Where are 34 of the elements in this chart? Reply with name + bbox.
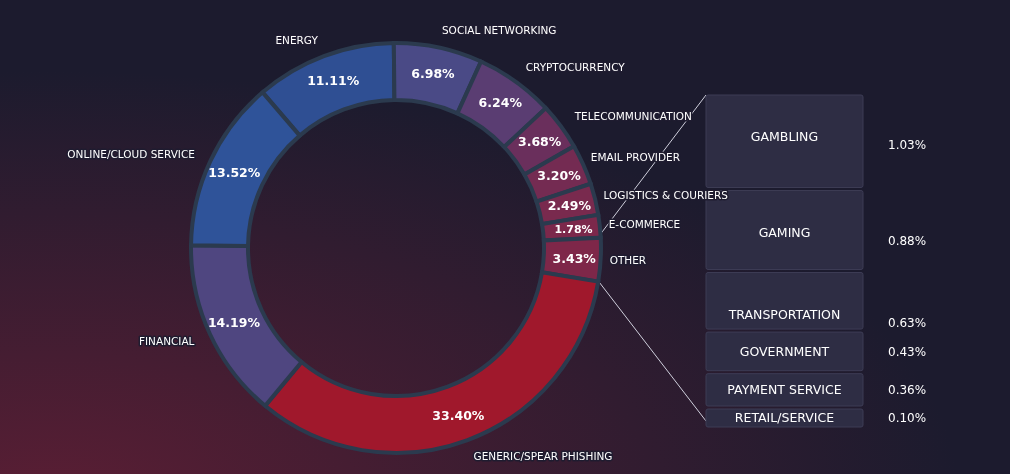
slice-label: FINANCIAL — [138, 334, 195, 347]
data-label: 6.24% — [478, 95, 523, 111]
category-label: GOVERNMENT — [739, 343, 830, 359]
category-label: TRANSPORTATION — [727, 306, 841, 322]
category-label: RETAIL/SERVICE — [734, 410, 835, 426]
data-label: 6.98% — [411, 65, 456, 81]
data-label: 33.40% — [432, 407, 485, 423]
data-label: 0.63% — [888, 315, 927, 330]
slice-label: TELECOMMUNICATION — [573, 109, 692, 122]
data-label: 0.88% — [888, 233, 927, 248]
data-label: 1.78% — [554, 222, 593, 236]
slice-label: E-COMMERCE — [608, 218, 681, 231]
slice-label: LOGISTICS & COURIERS — [603, 188, 729, 201]
data-label: 0.36% — [888, 383, 927, 398]
data-label: 11.11% — [307, 73, 360, 89]
category-label: PAYMENT SERVICE — [727, 382, 842, 398]
data-label: 13.52% — [208, 164, 261, 180]
data-label: 2.49% — [547, 197, 592, 213]
data-label: 14.19% — [207, 315, 261, 331]
data-label: 0.43% — [888, 344, 927, 359]
slice-label: EMAIL PROVIDER — [590, 151, 680, 164]
slice-label: SOCIAL NETWORKING — [441, 24, 557, 37]
data-label: 3.68% — [517, 134, 562, 150]
slice-label: CRYPTOCURRENCY — [525, 61, 626, 74]
data-label: 3.20% — [537, 167, 582, 183]
slice-label: OTHER — [609, 254, 647, 267]
data-label: 0.10% — [888, 411, 927, 426]
data-label: 1.03% — [888, 138, 927, 153]
category-label: GAMBLING — [750, 129, 819, 145]
category-label: GAMING — [758, 224, 811, 240]
slice-label: GENERIC/SPEAR PHISHING — [473, 449, 613, 462]
data-label: 3.43% — [552, 250, 597, 266]
slice-label: ONLINE/CLOUD SERVICE — [67, 147, 195, 160]
slice-label: ENERGY — [275, 33, 319, 46]
